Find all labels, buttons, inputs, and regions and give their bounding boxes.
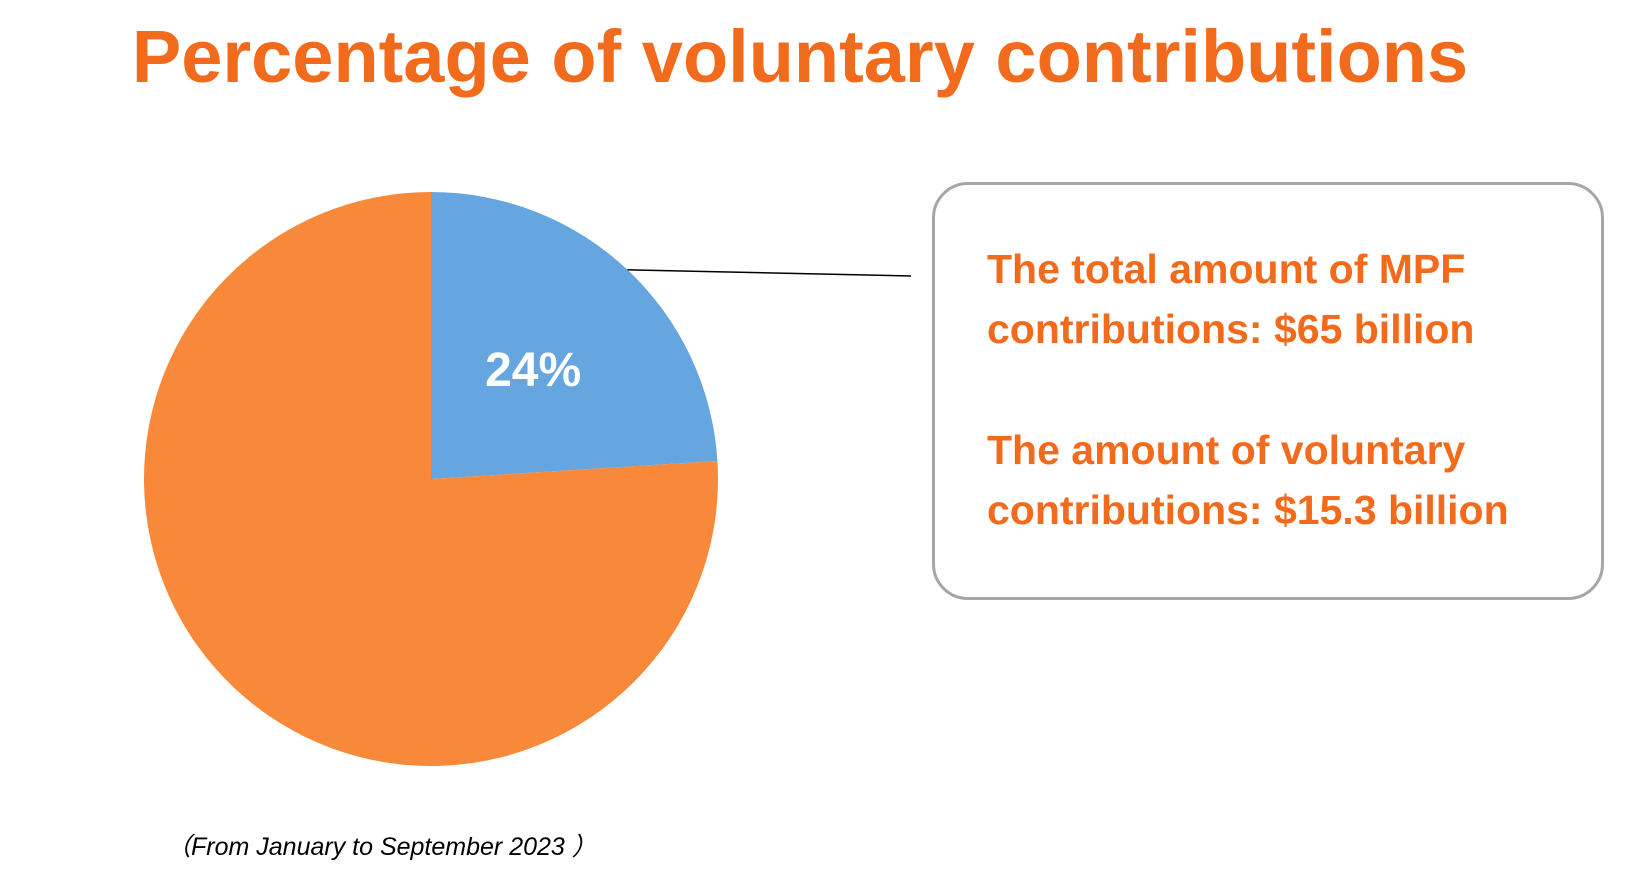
chart-title: Percentage of voluntary contributions bbox=[131, 15, 1469, 98]
pie-slice-other bbox=[144, 191, 718, 766]
pie-labels: 24% bbox=[485, 344, 581, 397]
pie-slice-label: 24% bbox=[485, 344, 581, 397]
voluntary-contributions-line-2: contributions: $15.3 billion bbox=[987, 487, 1509, 533]
voluntary-contributions-line-1: The amount of voluntary bbox=[987, 427, 1466, 473]
callout-leader-line bbox=[627, 269, 912, 277]
pie-slices bbox=[144, 191, 718, 766]
total-contributions-line-1: The total amount of MPF bbox=[987, 246, 1466, 292]
period-note: （From January to September 2023 ） bbox=[166, 833, 597, 861]
contribution-info-box: The total amount of MPF contributions: $… bbox=[932, 182, 1604, 600]
pie-slice-voluntary bbox=[431, 192, 718, 479]
total-contributions-line-2: contributions: $65 billion bbox=[987, 306, 1475, 352]
